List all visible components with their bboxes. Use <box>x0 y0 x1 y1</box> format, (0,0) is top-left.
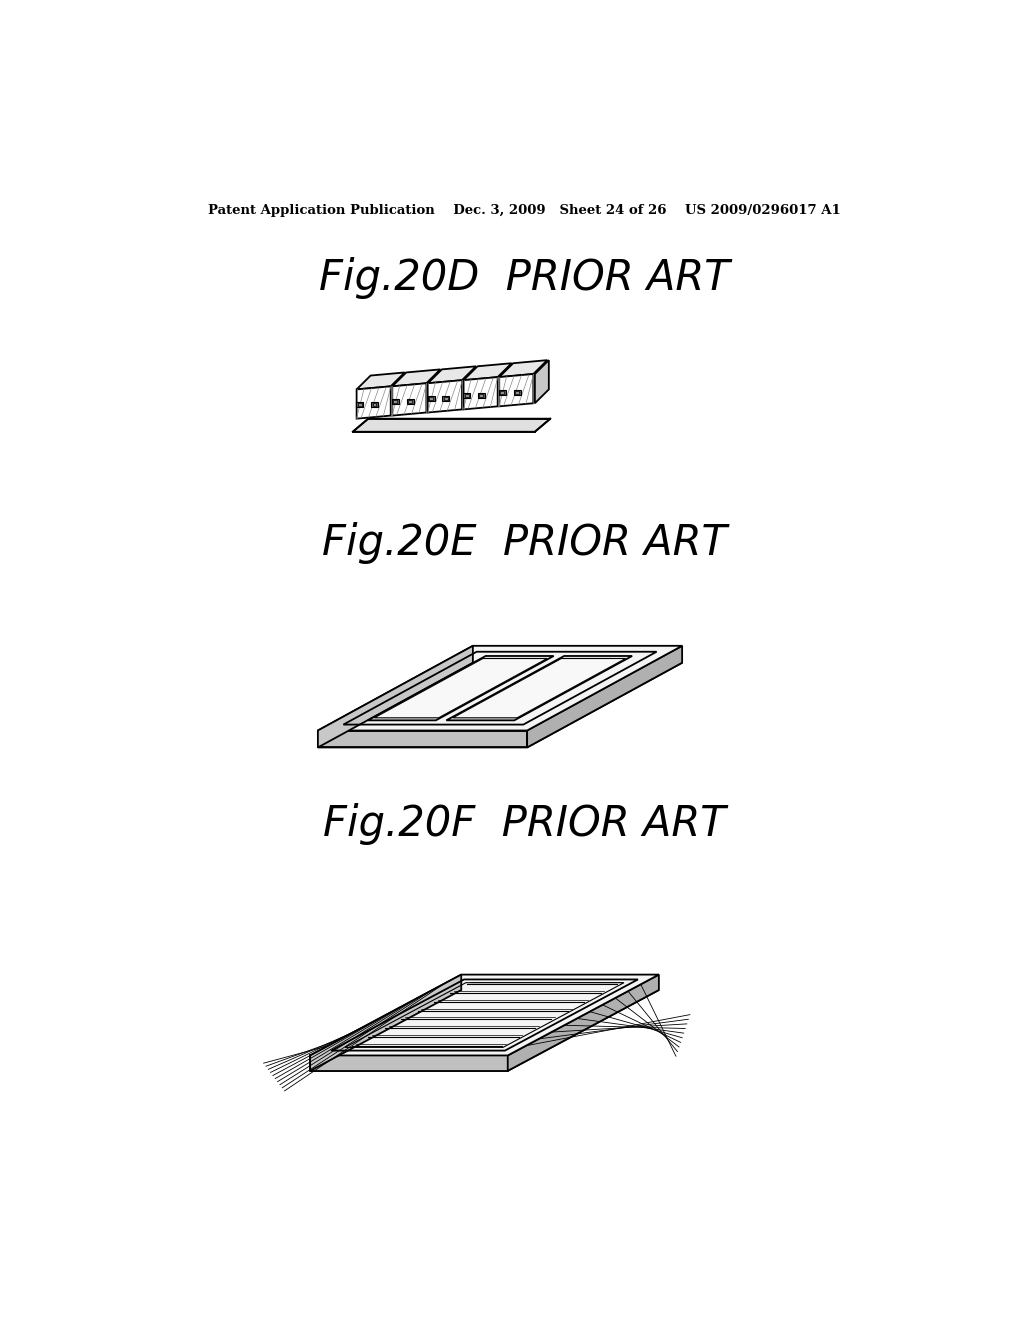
Bar <box>409 400 412 404</box>
Polygon shape <box>310 1056 508 1071</box>
Polygon shape <box>508 974 658 1071</box>
Polygon shape <box>352 418 550 432</box>
Polygon shape <box>453 659 626 718</box>
Text: Fig.20D  PRIOR ART: Fig.20D PRIOR ART <box>319 257 730 298</box>
Bar <box>356 403 364 408</box>
Bar <box>515 391 519 395</box>
Polygon shape <box>317 645 682 730</box>
Polygon shape <box>392 383 426 416</box>
Polygon shape <box>310 974 461 1071</box>
Polygon shape <box>356 387 391 418</box>
Bar <box>514 389 520 395</box>
Bar <box>501 391 504 395</box>
Bar <box>429 397 433 400</box>
Polygon shape <box>428 380 462 412</box>
Polygon shape <box>317 645 473 747</box>
Bar <box>357 404 361 407</box>
Polygon shape <box>500 374 534 407</box>
Polygon shape <box>375 659 547 718</box>
Polygon shape <box>317 663 682 747</box>
Polygon shape <box>527 645 682 747</box>
Bar <box>443 397 447 400</box>
Polygon shape <box>464 363 512 380</box>
Polygon shape <box>392 370 440 387</box>
Bar <box>465 395 469 397</box>
Polygon shape <box>368 656 554 721</box>
Text: Fig.20E  PRIOR ART: Fig.20E PRIOR ART <box>323 523 727 565</box>
Polygon shape <box>500 360 547 378</box>
Bar <box>499 389 506 395</box>
Bar <box>393 400 397 404</box>
Bar <box>392 399 399 404</box>
Text: Patent Application Publication    Dec. 3, 2009   Sheet 24 of 26    US 2009/02960: Patent Application Publication Dec. 3, 2… <box>209 205 841 218</box>
Bar <box>442 396 450 401</box>
Text: Fig.20F  PRIOR ART: Fig.20F PRIOR ART <box>324 804 726 845</box>
Bar <box>463 393 470 399</box>
Polygon shape <box>356 372 404 389</box>
Polygon shape <box>317 730 527 747</box>
Bar <box>371 403 378 408</box>
Bar <box>373 404 377 407</box>
Polygon shape <box>428 367 476 383</box>
Bar <box>407 399 414 404</box>
Polygon shape <box>535 360 549 404</box>
Polygon shape <box>464 378 498 409</box>
Bar <box>479 395 483 397</box>
Polygon shape <box>310 990 658 1071</box>
Polygon shape <box>310 974 658 1056</box>
Bar <box>428 396 434 401</box>
Polygon shape <box>446 656 632 721</box>
Bar <box>478 393 485 399</box>
